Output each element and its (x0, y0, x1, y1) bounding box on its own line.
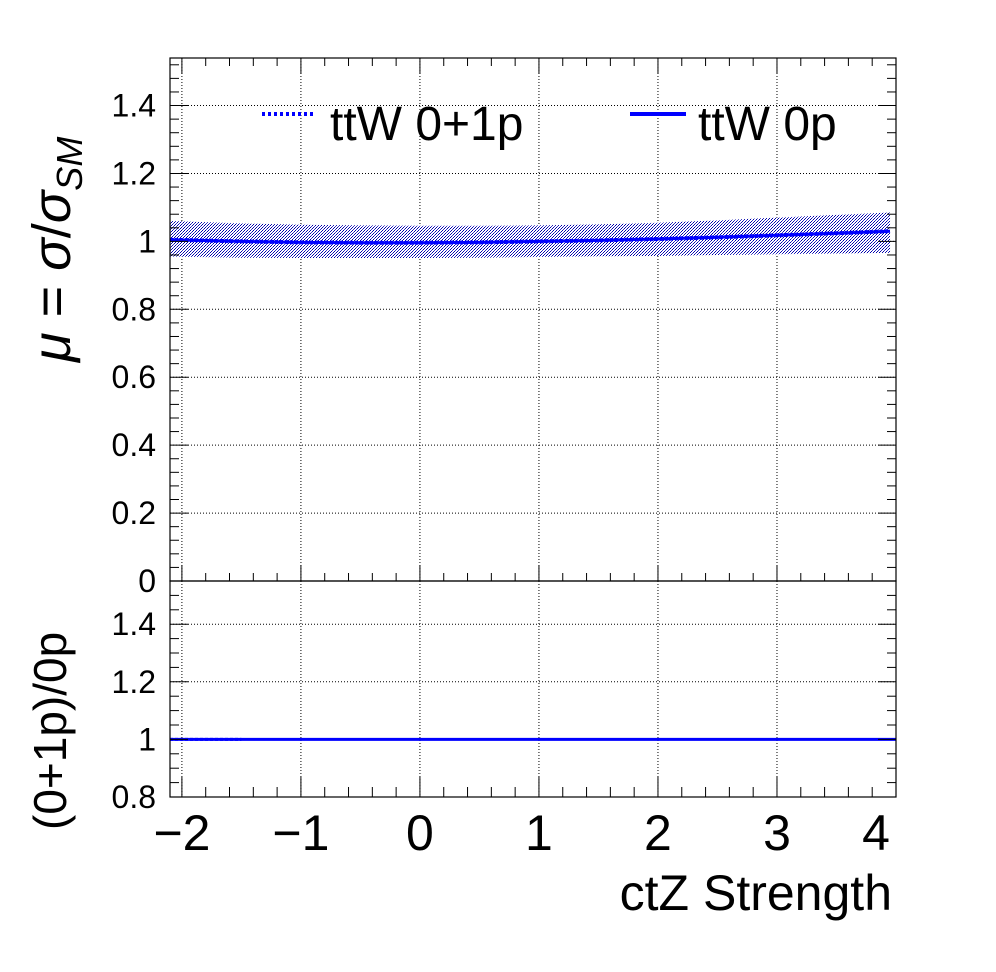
main-y-tick-labels: 0 0.2 0.4 0.6 0.8 1 1.2 1.4 (112, 88, 156, 599)
x-tick-label: 2 (644, 805, 672, 861)
ratio-axis-ticks (170, 594, 897, 798)
ratio-plot-frame (169, 580, 897, 798)
y-tick-label: 1 (138, 721, 156, 757)
main-axis-ticks (170, 58, 897, 582)
y-tick-label: 1.4 (112, 88, 156, 124)
y-tick-label: 1.4 (112, 606, 156, 642)
uncertainty-band (170, 212, 891, 259)
y-tick-label: 1.2 (112, 664, 156, 700)
legend: ttW 0+1p ttW 0p (262, 98, 837, 151)
x-tick-label: 1 (525, 805, 553, 861)
y-tick-label: 0.8 (112, 779, 156, 815)
y-tick-label: 0 (138, 563, 156, 599)
legend-label-ttw-0-1p: ttW 0+1p (330, 98, 523, 151)
series-line-ttw-0p (169, 229, 891, 245)
y-tick-label: 1 (138, 223, 156, 259)
main-y-axis-title: μ = σ/σSM (22, 137, 90, 364)
y-tick-label: 1.2 (112, 155, 156, 191)
ratio-y-tick-labels: 0.8 1 1.2 1.4 (112, 606, 156, 815)
x-tick-label: 0 (406, 805, 434, 861)
ratio-gridlines (170, 581, 896, 797)
x-tick-label: 4 (862, 805, 890, 861)
main-series-lines (169, 229, 891, 245)
y-tick-label: 0.2 (112, 495, 156, 531)
legend-label-ttw-0p: ttW 0p (698, 98, 837, 151)
x-tick-label: 3 (763, 805, 791, 861)
x-tick-label: −1 (272, 805, 329, 861)
x-tick-label: −2 (153, 805, 210, 861)
y-tick-label: 0.4 (112, 427, 156, 463)
ratio-y-axis-title: (0+1p)/0p (24, 632, 76, 830)
x-tick-labels: −2 −1 0 1 2 3 4 (153, 805, 889, 861)
ratio-frame-rect (169, 580, 897, 798)
y-tick-label: 0.8 (112, 291, 156, 327)
uncertainty-band-fill (170, 212, 891, 259)
x-axis-title: ctZ Strength (620, 865, 892, 921)
y-tick-label: 0.6 (112, 359, 156, 395)
